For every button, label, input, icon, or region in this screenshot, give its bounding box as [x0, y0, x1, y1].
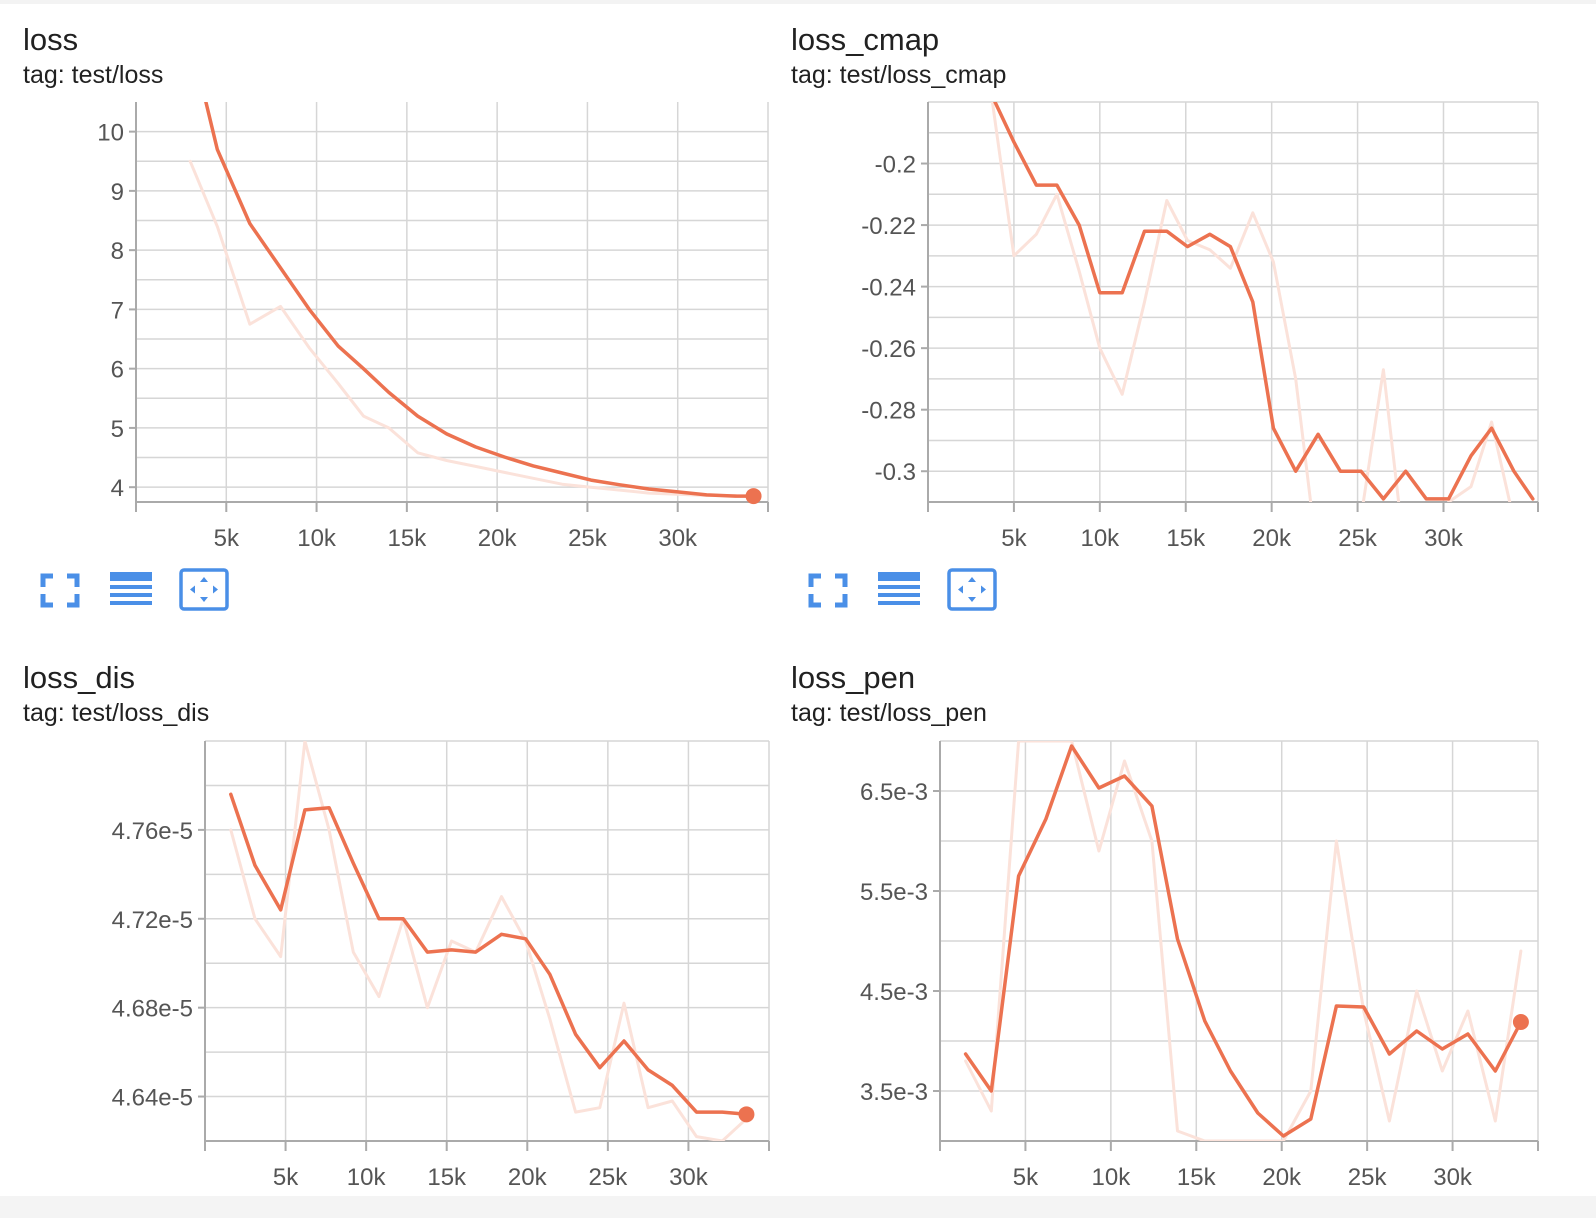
fit-domain-icon — [947, 568, 997, 611]
y-tick-label: 6.5e-3 — [860, 779, 928, 806]
x-tick-label: 25k — [1348, 1164, 1388, 1191]
y-tick-label: 4.68e-5 — [112, 996, 193, 1023]
chart-title: loss_dis — [23, 660, 135, 695]
smoothed-series-line — [229, 792, 749, 1117]
x-tick-label: 30k — [1424, 525, 1464, 552]
y-tick-label: 3.5e-3 — [860, 1079, 928, 1106]
y-tick-label: 4.64e-5 — [112, 1085, 193, 1112]
x-tick-label: 15k — [1177, 1164, 1217, 1191]
y-tick-label: 7 — [111, 297, 124, 324]
raw-series-line — [229, 741, 748, 1141]
y-tick-label: -0.24 — [861, 275, 916, 302]
chart-card-loss-pen: loss_pen tag: test/loss_pen 3.5e-3 4.5e-3… — [791, 648, 1581, 1196]
y-tick-label: 5.5e-3 — [860, 879, 928, 906]
last-value-marker[interactable] — [1512, 1014, 1529, 1030]
x-tick-label: 10k — [1080, 525, 1120, 552]
y-tick-label: -0.2 — [875, 152, 916, 179]
data-table-button[interactable] — [874, 568, 924, 612]
x-tick-label: 10k — [297, 525, 337, 552]
y-tick-label: 10 — [97, 120, 124, 147]
chart-title: loss_pen — [791, 660, 916, 695]
fit-domain-button[interactable] — [947, 568, 997, 612]
raw-series-line — [964, 741, 1523, 1141]
y-tick-label: 8 — [111, 238, 124, 265]
plot-area — [990, 102, 1535, 502]
chart-tag: tag: test/loss — [23, 61, 164, 89]
x-tick-label: 5k — [1013, 1164, 1039, 1191]
y-tick-label: 4 — [111, 475, 124, 502]
x-tick-label: 20k — [508, 1164, 548, 1191]
x-tick-label: 15k — [388, 525, 428, 552]
bottom-divider — [0, 1196, 1596, 1218]
chart-svg: 4.64e-5 4.68e-5 4.72e-5 4.76e-5 5k 10k 15k 20k 2… — [112, 740, 770, 1191]
fit-domain-button[interactable] — [179, 568, 229, 612]
plot-area — [963, 741, 1523, 1141]
y-tick-label: -0.3 — [875, 459, 916, 486]
x-tick-label: 10k — [1092, 1164, 1132, 1191]
chart-tag: tag: test/loss_dis — [23, 699, 210, 727]
plot-area — [229, 741, 749, 1141]
raw-series-line — [188, 159, 737, 497]
raw-series-line — [990, 102, 1512, 502]
x-tick-label: 5k — [214, 525, 240, 552]
chart-card-loss-cmap: loss_cmap tag: test/loss_cmap -0.3 -0.28-… — [791, 10, 1581, 570]
smoothed-series-line — [963, 744, 1523, 1138]
chart-title: loss_cmap — [791, 22, 940, 57]
x-tick-label: 15k — [1166, 525, 1206, 552]
last-value-marker[interactable] — [745, 488, 762, 505]
fit-domain-icon — [179, 568, 229, 611]
x-tick-label: 20k — [1262, 1164, 1302, 1191]
chart-title: loss — [23, 22, 79, 57]
grid — [928, 101, 1539, 503]
x-tick-label: 30k — [669, 1164, 709, 1191]
fullscreen-icon — [40, 573, 80, 608]
y-tick-label: 6 — [111, 357, 124, 384]
fullscreen-button[interactable] — [35, 568, 85, 612]
chart-card-loss-dis: loss_dis tag: test/loss_dis 4.64e-5 4.68e… — [23, 648, 783, 1196]
chart-svg: -0.3 -0.28 -0.26 -0.24 -0.22 -0.2 5k 10k 15k 20k 2… — [861, 101, 1539, 552]
last-value-marker[interactable] — [738, 1106, 755, 1123]
y-tick-label: -0.28 — [861, 398, 916, 425]
data-table-icon — [110, 572, 152, 605]
x-tick-label: 5k — [1001, 525, 1027, 552]
smoothed-series-line — [993, 102, 1535, 501]
smoothed-series-line — [204, 102, 756, 498]
x-tick-label: 25k — [568, 525, 608, 552]
x-tick-label: 30k — [1433, 1164, 1473, 1191]
y-tick-label: 5 — [111, 416, 124, 443]
x-tick-label: 20k — [478, 525, 518, 552]
x-tick-label: 25k — [589, 1164, 629, 1191]
x-tick-label: 30k — [658, 525, 698, 552]
y-tick-label: -0.26 — [861, 336, 916, 363]
x-tick-label: 15k — [427, 1164, 467, 1191]
plot-area — [188, 102, 756, 498]
x-tick-label: 10k — [347, 1164, 387, 1191]
chart-card-loss: loss tag: test/loss 4 5 6 7 8 9 10 5k 10k 15k 20k 2… — [23, 10, 783, 570]
y-tick-label: 4.5e-3 — [860, 979, 928, 1006]
y-tick-label: 9 — [111, 179, 124, 206]
fullscreen-icon — [808, 573, 848, 608]
grid — [205, 740, 770, 1142]
data-table-button[interactable] — [106, 568, 156, 612]
y-tick-label: -0.22 — [861, 213, 916, 240]
x-tick-label: 5k — [273, 1164, 299, 1191]
grid — [136, 102, 769, 502]
chart-svg: 3.5e-3 4.5e-3 5.5e-3 6.5e-3 5k 10k 15k 20k 25k 30… — [860, 740, 1539, 1191]
fullscreen-button[interactable] — [803, 568, 853, 612]
chart-tag: tag: test/loss_pen — [791, 699, 987, 727]
y-tick-label: 4.72e-5 — [112, 907, 193, 934]
chart-svg: 4 5 6 7 8 9 10 5k 10k 15k 20k 25k 30k — [97, 102, 769, 552]
chart-tag: tag: test/loss_cmap — [791, 61, 1007, 89]
data-table-icon — [878, 572, 920, 605]
y-tick-label: 4.76e-5 — [112, 818, 193, 845]
x-tick-label: 25k — [1338, 525, 1378, 552]
top-divider — [0, 0, 1596, 4]
x-tick-label: 20k — [1252, 525, 1292, 552]
